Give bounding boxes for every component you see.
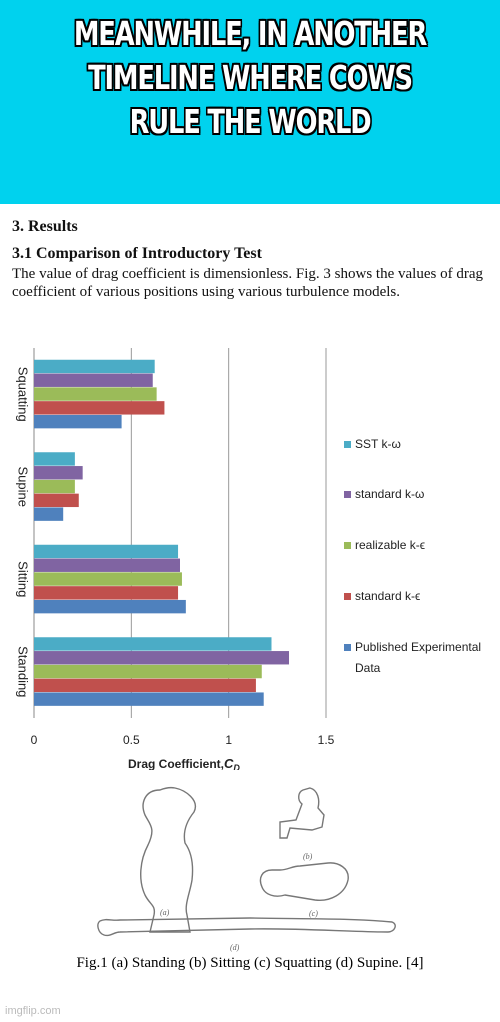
- bar-standing-4: [34, 692, 264, 706]
- meme-banner: MEANWHILE, IN ANOTHER TIMELINE WHERE COW…: [0, 0, 500, 204]
- x-tick-label: 0: [31, 733, 38, 747]
- bar-squatting-0: [34, 359, 155, 374]
- x-tick-label: 1.5: [318, 733, 335, 747]
- bar-standing-0: [34, 637, 272, 651]
- bar-squatting-2: [34, 387, 157, 401]
- bar-supine-1: [34, 466, 83, 480]
- meme-caption: MEANWHILE, IN ANOTHER TIMELINE WHERE COW…: [73, 14, 427, 141]
- x-tick-label: 1: [225, 733, 232, 747]
- category-label-standing: Standing: [16, 646, 31, 697]
- body-paragraph: The value of drag coefficient is dimensi…: [12, 266, 483, 300]
- x-tick-label: 0.5: [123, 733, 140, 747]
- category-label-sitting: Sitting: [16, 561, 31, 597]
- figure-caption: Fig.1 (a) Standing (b) Sitting (c) Squat…: [76, 955, 424, 971]
- paper-page: 3. Results 3.1 Comparison of Introductor…: [0, 204, 500, 1022]
- legend-swatch: [344, 542, 351, 549]
- chart-bars: [34, 359, 290, 706]
- bar-sitting-0: [34, 544, 179, 559]
- bar-sitting-4: [34, 599, 186, 614]
- legend-label: standard k-ω: [355, 487, 424, 501]
- bar-standing-3: [34, 678, 256, 693]
- chart-category-labels: Squatting Supine Sitting Standing: [16, 367, 31, 698]
- legend-label: Published Experimental: [355, 640, 481, 654]
- bar-squatting-3: [34, 401, 165, 415]
- legend-swatch: [344, 593, 351, 600]
- bar-supine-0: [34, 452, 75, 466]
- bar-sitting-2: [34, 572, 182, 586]
- legend-swatch: [344, 644, 351, 651]
- bar-sitting-3: [34, 586, 179, 600]
- category-label-squatting: Squatting: [16, 367, 31, 422]
- bar-squatting-4: [34, 414, 122, 429]
- subsection-heading: 3.1 Comparison of Introductory Test: [12, 245, 262, 262]
- legend-label: SST k-ω: [355, 437, 401, 451]
- bar-squatting-1: [34, 373, 153, 387]
- chart-xlabel: Drag Coefficient,CD: [128, 756, 240, 770]
- legend-swatch: [344, 491, 351, 498]
- legend-swatch: [344, 441, 351, 448]
- bar-supine-3: [34, 493, 79, 508]
- bar-standing-2: [34, 664, 262, 679]
- bar-standing-1: [34, 651, 290, 665]
- category-label-supine: Supine: [16, 467, 31, 507]
- bar-supine-4: [34, 507, 64, 521]
- legend-label: Data: [355, 661, 381, 675]
- bar-sitting-1: [34, 558, 180, 572]
- legend-label: standard k-ϵ: [355, 589, 420, 603]
- chart-legend: SST k-ω standard k-ω realizable k-ϵ standar…: [344, 437, 481, 675]
- section-heading: 3. Results: [12, 218, 78, 235]
- imgflip-watermark: imgflip.com: [5, 1005, 61, 1017]
- chart-tick-labels: 0 0.5 1 1.5: [31, 733, 335, 747]
- bar-supine-2: [34, 479, 75, 494]
- legend-label: realizable k-ϵ: [355, 538, 425, 552]
